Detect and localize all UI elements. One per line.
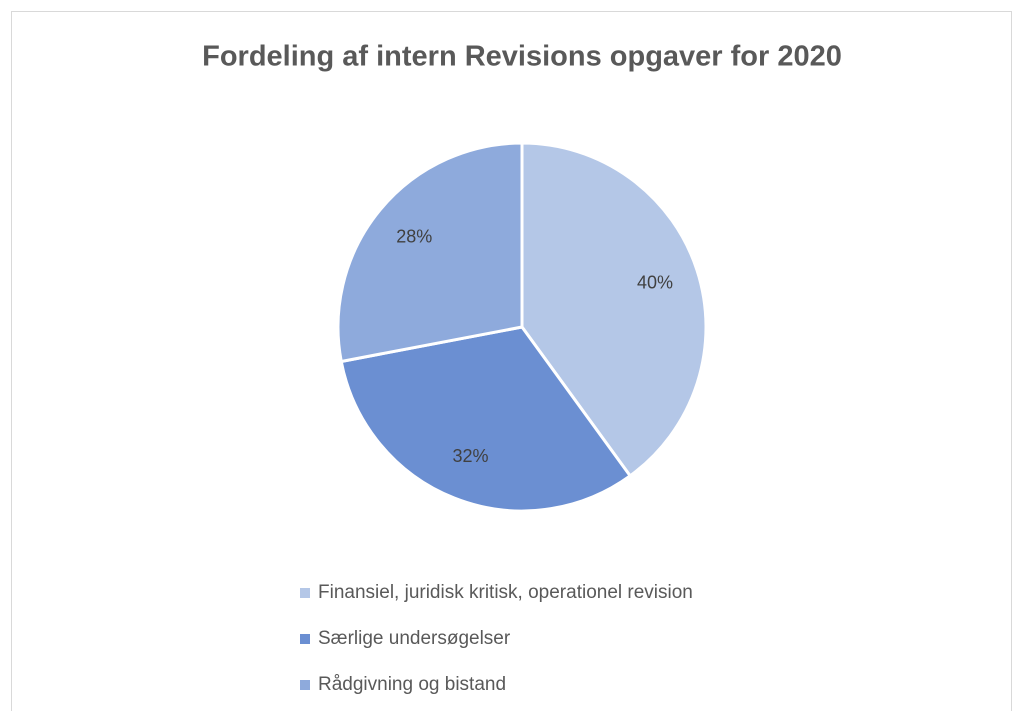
pie-slice xyxy=(339,325,633,513)
chart-title: Fordeling af intern Revisions opgaver fo… xyxy=(202,41,842,73)
data-label: 32% xyxy=(453,446,489,466)
data-label: 28% xyxy=(396,227,432,247)
data-label: 40% xyxy=(637,273,673,293)
legend-marker xyxy=(300,634,310,644)
legend-marker xyxy=(300,588,310,598)
pie-slice xyxy=(520,141,708,478)
legend-label: Særlige undersøgelser xyxy=(318,628,511,649)
legend-marker xyxy=(300,680,310,690)
chart-border xyxy=(11,11,1012,711)
legend-label: Rådgivning og bistand xyxy=(318,674,506,695)
pie-slice xyxy=(336,141,524,364)
legend-label: Finansiel, juridisk kritisk, operationel… xyxy=(318,582,693,603)
